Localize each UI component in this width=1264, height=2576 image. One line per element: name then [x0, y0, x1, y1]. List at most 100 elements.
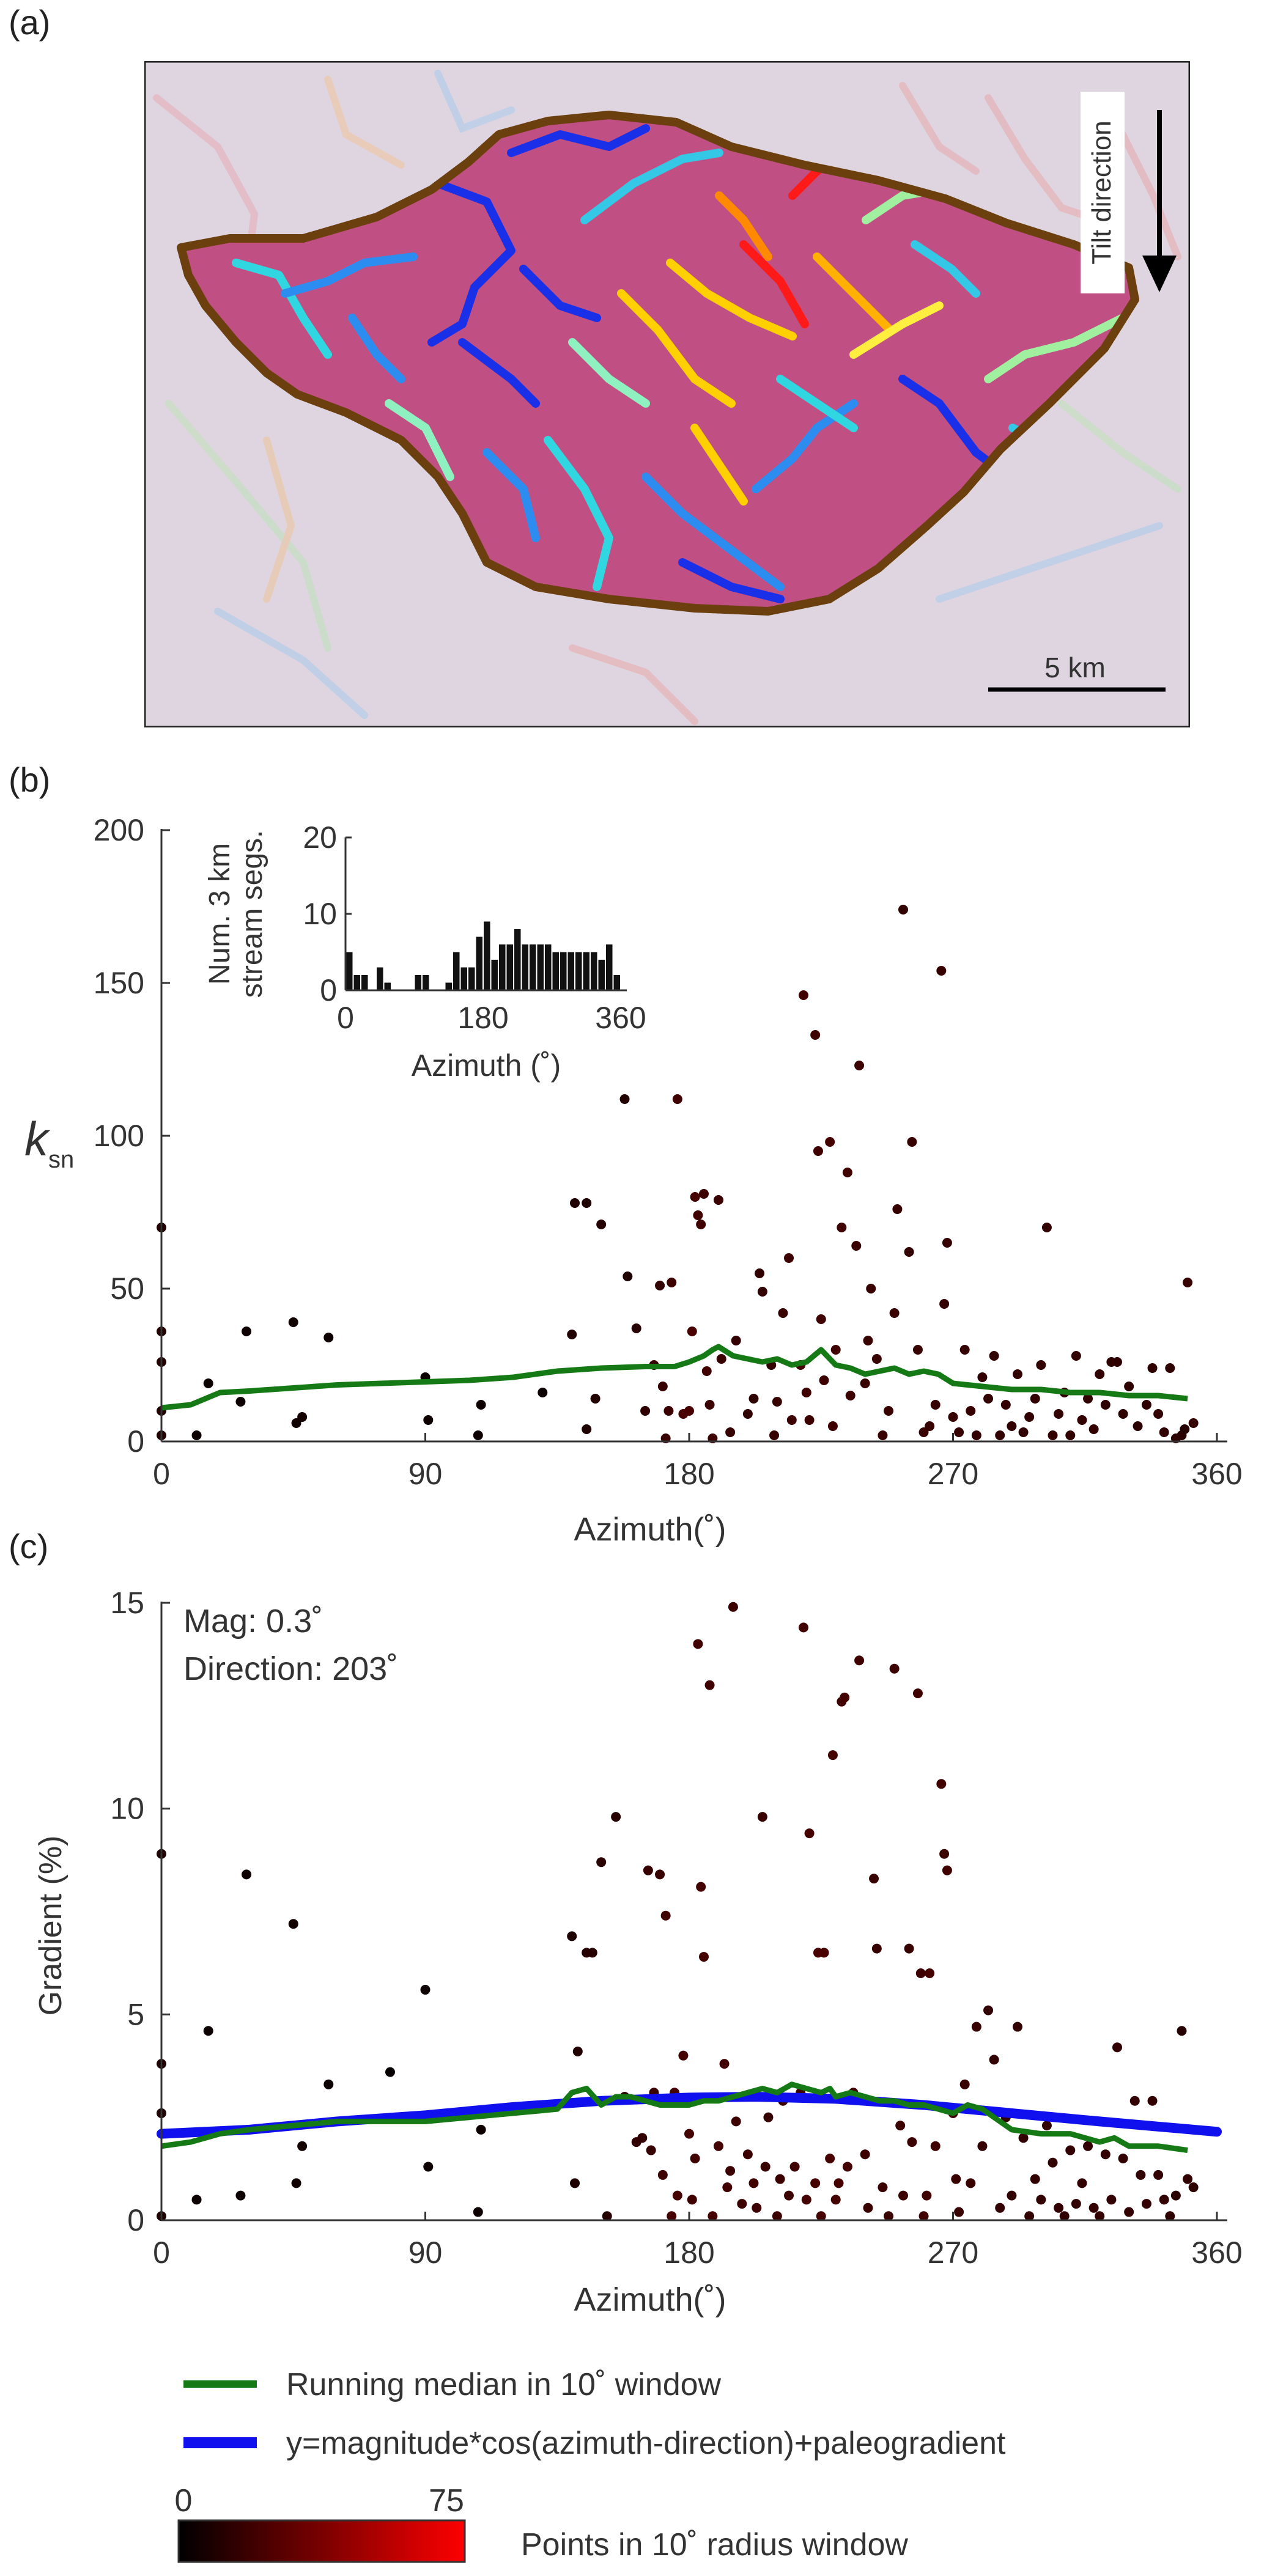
ksn-point — [863, 1336, 873, 1345]
ksn-point — [203, 1378, 213, 1388]
gradient-point — [925, 1968, 935, 1978]
gradient-point — [1059, 2211, 1070, 2221]
gradient-point — [854, 1655, 865, 1666]
gradient-point — [1071, 2199, 1081, 2209]
ksn-point — [912, 1345, 923, 1355]
inset-bar — [545, 944, 552, 990]
ksn-point — [786, 1415, 797, 1425]
gradient-point — [995, 2202, 1005, 2213]
gradient-point — [752, 2202, 762, 2213]
inset-bar — [468, 967, 475, 990]
gradient-point — [291, 2178, 301, 2188]
gradient-point — [687, 2195, 697, 2205]
gradient-point — [572, 2046, 583, 2056]
gradient-point — [737, 2199, 747, 2209]
inset-bar — [591, 952, 597, 990]
ksn-point — [297, 1412, 308, 1422]
ksn-point — [842, 1168, 852, 1177]
ksn-point — [837, 1223, 847, 1232]
inset-y-tick-label: 0 — [320, 973, 337, 1007]
ksn-point — [755, 1268, 765, 1278]
ksn-point — [930, 1400, 941, 1410]
inset-x-tick-label: 0 — [337, 1001, 354, 1035]
ksn-point — [757, 1287, 767, 1297]
gradient-point — [827, 1750, 838, 1761]
ksn-point — [696, 1220, 706, 1229]
gradient-point — [288, 1919, 298, 1929]
inset-bar — [460, 967, 467, 990]
ksn-x-tick-label: 360 — [1191, 1457, 1242, 1491]
magnitude-annotation: Mag: 0.3˚ — [183, 1603, 323, 1639]
gradient-point — [191, 2195, 202, 2205]
ksn-point — [473, 1430, 483, 1440]
ksn-point — [242, 1327, 252, 1336]
ksn-point — [1180, 1424, 1190, 1434]
ksn-point — [819, 1375, 829, 1385]
inset-bar — [613, 975, 620, 990]
gradient-point — [772, 2211, 782, 2221]
ksn-point — [772, 1397, 782, 1407]
gradient-point — [1083, 2141, 1093, 2151]
ksn-point — [1065, 1430, 1076, 1440]
inset-bar — [445, 982, 452, 990]
gradient-point — [810, 2178, 821, 2188]
ksn-point — [813, 1146, 823, 1156]
inset-histogram: 0 180 360 0 10 20 Num. 3 km stream segs. Azim… — [204, 820, 646, 1083]
ksn-point — [860, 1378, 870, 1388]
gradient-point — [789, 2162, 800, 2172]
direction-annotation: Direction: 203˚ — [183, 1650, 398, 1687]
gradient-point — [643, 1865, 653, 1875]
colorbar — [177, 2519, 466, 2563]
ksn-point — [1165, 1363, 1175, 1373]
gradient-point — [819, 1948, 829, 1958]
ksn-point — [889, 1308, 900, 1318]
ksn-point — [769, 1430, 780, 1440]
ksn-median-line — [161, 1344, 1188, 1411]
inset-bar — [361, 975, 368, 990]
gradient-y-tick-label: 10 — [110, 1792, 144, 1826]
ksn-point — [1000, 1400, 1011, 1410]
inset-y-label-2: stream segs. — [236, 830, 268, 998]
ksn-x-tick-label: 90 — [408, 1457, 443, 1491]
basin-outline — [177, 111, 1139, 616]
gradient-point — [1141, 2199, 1151, 2209]
gradient-point — [1095, 2211, 1105, 2221]
ksn-point — [725, 1427, 736, 1437]
gradient-point — [825, 2154, 835, 2163]
ksn-point — [816, 1314, 826, 1324]
gradient-point — [889, 1663, 900, 1674]
inset-x-tick-label: 360 — [595, 1001, 646, 1035]
inset-bar — [567, 952, 574, 990]
ksn-point — [423, 1415, 434, 1425]
gradient-point — [696, 1882, 706, 1892]
gradient-point — [748, 2178, 759, 2188]
ksn-point — [1007, 1421, 1017, 1431]
ksn-point — [907, 1137, 917, 1147]
ksn-point — [567, 1330, 577, 1339]
ksn-point — [798, 990, 808, 1000]
gradient-y-tick-label: 0 — [127, 2203, 144, 2237]
gradient-point — [1041, 2121, 1052, 2131]
gradient-point — [637, 2133, 648, 2143]
gradient-point — [939, 1849, 950, 1859]
ksn-point — [687, 1327, 697, 1336]
gradient-median-line — [161, 2081, 1188, 2153]
gradient-point — [816, 2211, 826, 2221]
ksn-point — [570, 1198, 580, 1208]
ksn-point — [323, 1333, 334, 1342]
gradient-point — [473, 2207, 483, 2217]
ksn-point — [804, 1415, 815, 1425]
ksn-point — [871, 1354, 882, 1364]
ksn-point — [1018, 1427, 1029, 1437]
ksn-x-tick-label: 0 — [153, 1457, 170, 1491]
ksn-point — [1024, 1412, 1035, 1422]
ksn-point — [1048, 1430, 1058, 1440]
gradient-point — [1007, 2190, 1017, 2201]
ksn-point — [1112, 1357, 1122, 1367]
gradient-x-tick-label: 90 — [408, 2236, 443, 2270]
ksn-y-tick-label: 0 — [127, 1424, 144, 1459]
ksn-y-tick-label: 150 — [94, 966, 144, 1000]
gradient-y-tick-label: 5 — [127, 1997, 144, 2031]
ksn-y-axis-label: ksn — [24, 1112, 74, 1173]
gradient-point — [242, 1869, 252, 1880]
